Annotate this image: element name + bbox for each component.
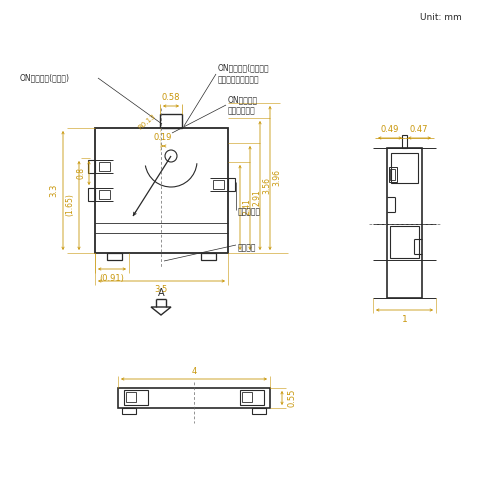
Bar — [122, 408, 136, 414]
Text: 3.3: 3.3 — [50, 184, 58, 196]
Bar — [201, 253, 216, 260]
Text: 0.8: 0.8 — [76, 167, 86, 179]
Bar — [99, 190, 110, 199]
Text: 动作力测量基准位置: 动作力测量基准位置 — [218, 76, 260, 84]
Bar — [252, 408, 266, 414]
Bar — [160, 114, 182, 128]
Text: 3.96: 3.96 — [272, 170, 281, 186]
Bar — [124, 390, 148, 405]
Bar — [390, 169, 395, 180]
Text: ON初始位置(横方向）: ON初始位置(横方向） — [218, 64, 270, 72]
Bar — [228, 178, 235, 191]
Bar — [390, 226, 419, 258]
Bar — [242, 392, 252, 402]
Text: 0.49: 0.49 — [381, 126, 399, 134]
Text: 全冲程位置: 全冲程位置 — [238, 208, 261, 216]
Bar — [88, 188, 95, 201]
Text: 4: 4 — [192, 366, 196, 376]
Text: 旋转中心: 旋转中心 — [238, 244, 256, 252]
Text: 0.58: 0.58 — [162, 94, 180, 102]
Bar — [118, 388, 270, 408]
Text: (1.65): (1.65) — [66, 194, 74, 216]
Text: 3.56: 3.56 — [262, 176, 272, 194]
Text: 0.47: 0.47 — [410, 126, 428, 134]
Text: 1: 1 — [402, 314, 408, 324]
Bar — [126, 392, 136, 402]
Text: 0.19: 0.19 — [154, 134, 172, 142]
Bar — [240, 390, 264, 405]
Bar — [213, 180, 224, 189]
Text: 2.91: 2.91 — [252, 190, 262, 206]
Text: ON初始位置: ON初始位置 — [228, 96, 258, 104]
Bar — [88, 160, 95, 173]
Text: A: A — [158, 288, 164, 298]
Text: R0.13: R0.13 — [138, 113, 157, 131]
Text: Unit: mm: Unit: mm — [420, 14, 462, 22]
Text: ON初始位置(横方向): ON初始位置(横方向) — [20, 74, 70, 82]
Text: 0.55: 0.55 — [288, 389, 296, 407]
Text: 3.5: 3.5 — [154, 286, 168, 294]
Text: （垂直方向）: （垂直方向） — [228, 106, 256, 116]
Bar — [387, 148, 422, 298]
Text: (0.91): (0.91) — [100, 274, 124, 282]
Bar — [107, 253, 122, 260]
Bar — [402, 135, 407, 148]
Bar — [389, 167, 397, 182]
Text: 2.41: 2.41 — [242, 198, 252, 216]
Bar — [99, 162, 110, 171]
Bar — [391, 153, 418, 183]
Bar — [95, 128, 228, 253]
